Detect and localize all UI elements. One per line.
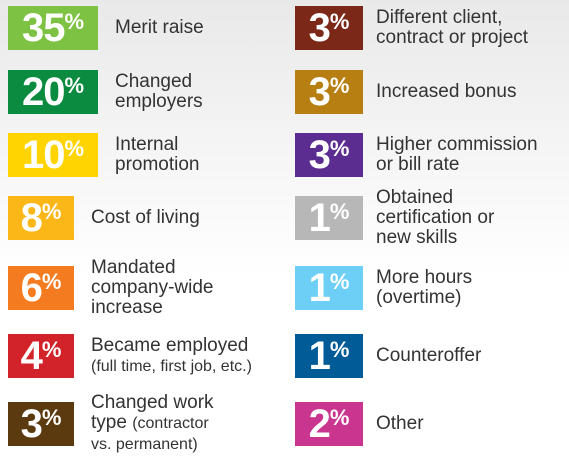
percent-box: 10%	[8, 133, 98, 177]
percent-sign: %	[329, 337, 350, 362]
percent-number: 2	[308, 401, 331, 446]
item-label: Merit raise	[115, 18, 204, 38]
item-label: Internal promotion	[115, 135, 200, 175]
item: 1% More hours (overtime)	[295, 258, 472, 318]
label-line: Other	[376, 413, 424, 434]
item: 10% Internal promotion	[8, 125, 200, 185]
item: 1% Obtained certification or new skills	[295, 188, 494, 248]
percent-box: 3%	[8, 402, 74, 446]
percent-box: 3%	[295, 133, 363, 177]
item-label: Different client, contract or project	[376, 8, 528, 48]
label-line: Cost of living	[91, 207, 200, 228]
percent-box: 20%	[8, 70, 98, 114]
percent-number: 3	[308, 69, 331, 114]
percent-number: 10	[21, 132, 65, 177]
label-line: contract or project	[376, 27, 529, 48]
percent-box: 1%	[295, 196, 363, 240]
label-line: Counteroffer	[376, 345, 482, 366]
percent-number: 1	[308, 333, 331, 378]
item: 3% Higher commission or bill rate	[295, 125, 538, 185]
item: 20% Changed employers	[8, 62, 203, 122]
label-line: type	[91, 412, 127, 433]
percent-number: 3	[308, 132, 331, 177]
label-line: Obtained	[376, 187, 454, 208]
percent-sign: %	[329, 9, 350, 34]
percent-number: 4	[20, 333, 43, 378]
item-label: Cost of living	[91, 208, 200, 228]
percent-sign: %	[41, 337, 62, 362]
item: 3% Different client, contract or project	[295, 0, 528, 58]
label-line: Different client,	[376, 7, 503, 28]
percent-sign: %	[64, 9, 85, 34]
percent-box: 6%	[8, 266, 74, 310]
percent-box: 8%	[8, 196, 74, 240]
item-label: Became employed (full time, first job, et…	[91, 334, 252, 377]
label-line: new skills	[376, 227, 458, 248]
percent-sign: %	[64, 73, 85, 98]
label-line: Internal	[115, 134, 179, 155]
percent-sign: %	[329, 405, 350, 430]
label-line: certification or	[376, 207, 495, 228]
item: 3% Changed work type (contractor vs. perman…	[8, 393, 214, 455]
percent-sign: %	[64, 136, 85, 161]
percent-box: 1%	[295, 266, 363, 310]
percent-box: 1%	[295, 334, 363, 378]
item: 2% Other	[295, 394, 424, 454]
percent-sign: %	[41, 269, 62, 294]
item-label: Mandated company-wide increase	[91, 258, 214, 318]
percent-number: 1	[308, 195, 331, 240]
percent-number: 20	[21, 69, 65, 114]
percent-sign: %	[41, 405, 62, 430]
label-note: (contractor	[132, 415, 209, 432]
label-line: employers	[115, 91, 203, 112]
label-line: increase	[91, 297, 163, 318]
label-note: (full time, first job, etc.)	[91, 357, 252, 375]
item-label: Changed employers	[115, 72, 203, 112]
item-label: Other	[376, 414, 424, 434]
percent-sign: %	[329, 199, 350, 224]
item-label: Higher commission or bill rate	[376, 135, 538, 175]
item: 8% Cost of living	[8, 188, 200, 248]
percent-number: 3	[308, 5, 331, 50]
percent-number: 35	[21, 5, 65, 50]
percent-box: 35%	[8, 6, 98, 50]
item-label: Increased bonus	[376, 82, 517, 102]
label-line: Mandated	[91, 257, 176, 278]
percent-box: 3%	[295, 70, 363, 114]
percent-number: 8	[20, 195, 43, 240]
percent-sign: %	[329, 136, 350, 161]
label-line: company-wide	[91, 277, 214, 298]
item-label: Changed work type (contractor vs. permanen…	[91, 393, 214, 455]
item: 4% Became employed (full time, first job, …	[8, 326, 252, 386]
item: 35% Merit raise	[8, 0, 204, 58]
label-line: (overtime)	[376, 287, 462, 308]
percent-box: 3%	[295, 6, 363, 50]
item-label: Counteroffer	[376, 346, 481, 366]
percent-box: 4%	[8, 334, 74, 378]
percent-sign: %	[329, 73, 350, 98]
label-line: Merit raise	[115, 17, 204, 38]
label-line: Changed	[115, 71, 193, 92]
item: 6% Mandated company-wide increase	[8, 258, 214, 318]
percent-number: 1	[308, 265, 331, 310]
percent-sign: %	[41, 199, 62, 224]
label-line: More hours	[376, 267, 473, 288]
label-line: Became employed	[91, 334, 249, 356]
item-label: More hours (overtime)	[376, 268, 472, 308]
label-line: Higher commission	[376, 134, 538, 155]
item: 1% Counteroffer	[295, 326, 481, 386]
percent-box: 2%	[295, 402, 363, 446]
item-label: Obtained certification or new skills	[376, 188, 494, 248]
percent-number: 6	[20, 265, 43, 310]
item: 3% Increased bonus	[295, 62, 517, 122]
label-line: or bill rate	[376, 154, 460, 175]
label-line: Increased bonus	[376, 81, 517, 102]
label-note: vs. permanent)	[91, 436, 198, 453]
percent-number: 3	[20, 401, 43, 446]
percent-sign: %	[329, 269, 350, 294]
label-line: Changed work	[91, 392, 214, 413]
label-line: promotion	[115, 154, 200, 175]
